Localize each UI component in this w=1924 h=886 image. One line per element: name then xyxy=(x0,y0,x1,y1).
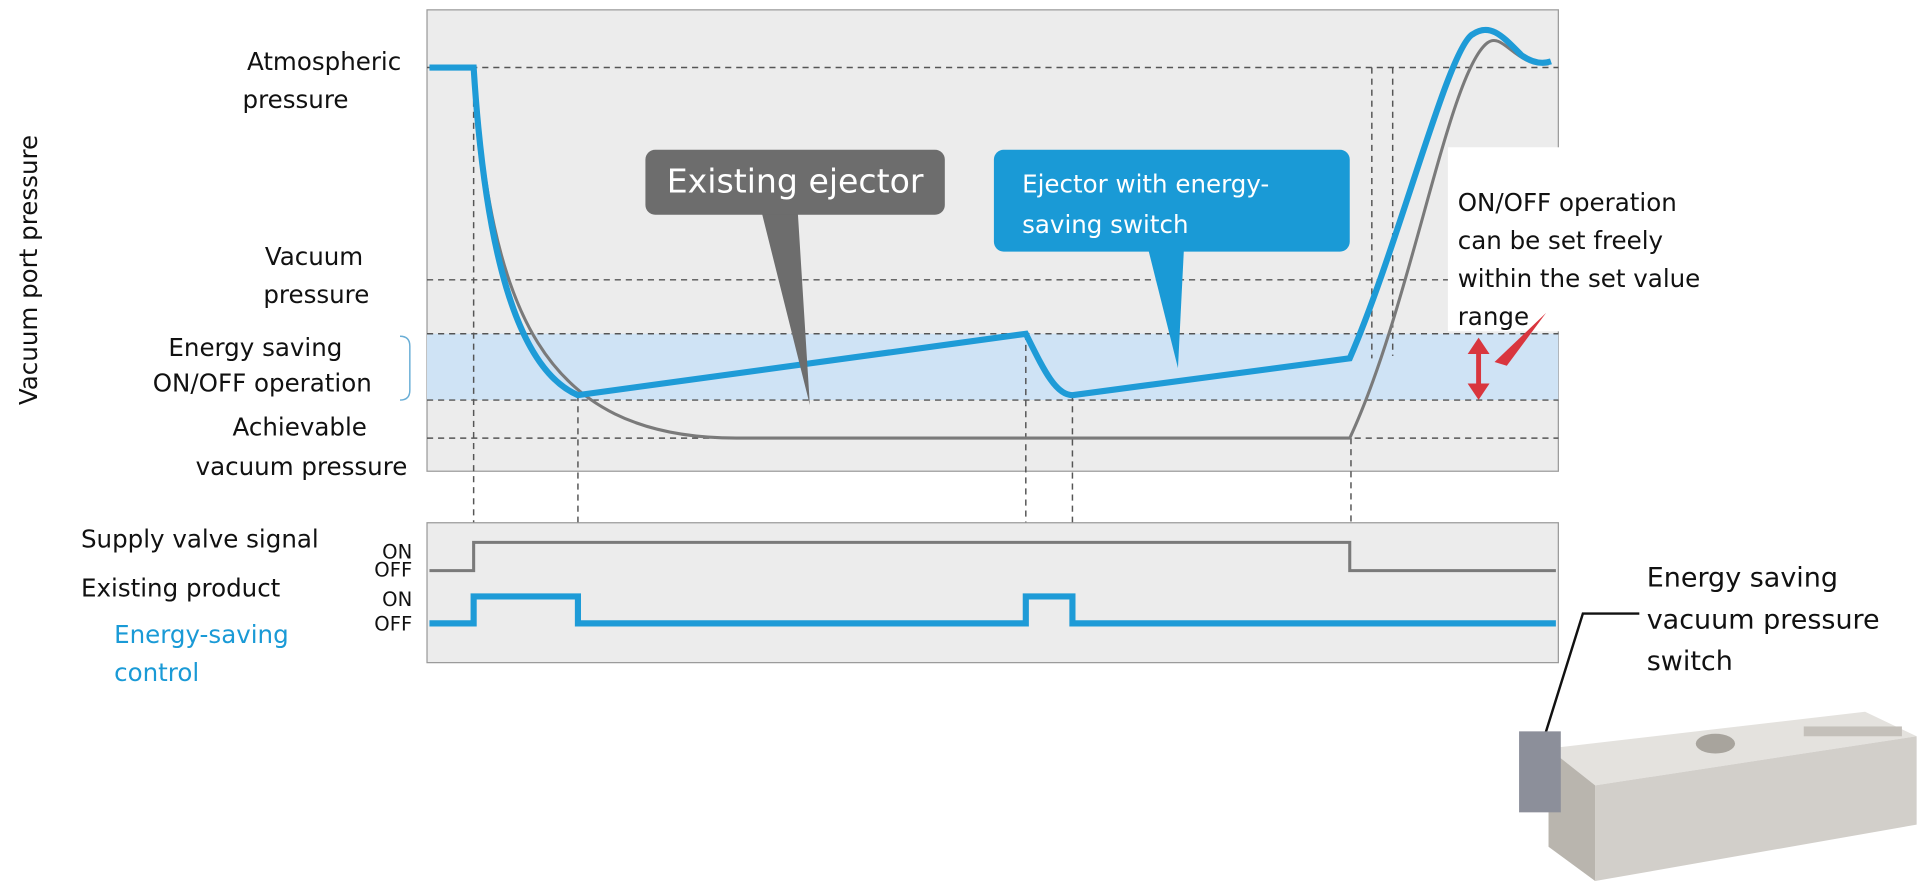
product-text: switch xyxy=(1647,646,1733,677)
supply-signal xyxy=(429,540,1556,573)
callout-pointer xyxy=(1147,245,1185,369)
product-text: vacuum pressure xyxy=(1647,604,1880,635)
signal-label: control xyxy=(114,658,199,687)
note-line: within the set value xyxy=(1458,264,1701,293)
range-arrow xyxy=(1467,337,1490,400)
note-box xyxy=(1447,147,1694,332)
existing-curve xyxy=(472,39,1549,440)
level-label: Vacuum xyxy=(265,242,363,271)
product-image xyxy=(1519,711,1917,882)
level-label: pressure xyxy=(243,85,349,114)
energy-curve xyxy=(429,26,1552,399)
signal-label: Supply valve signal xyxy=(81,524,319,553)
level-label: pressure xyxy=(263,280,369,309)
callout-text: Ejector with energy- xyxy=(1022,170,1269,199)
level-label: Achievable xyxy=(233,413,367,442)
state-label: OFF xyxy=(374,559,412,582)
callout-energy xyxy=(993,149,1350,252)
note-line: range xyxy=(1458,302,1529,331)
state-label: OFF xyxy=(374,613,412,636)
callout-existing xyxy=(645,149,945,215)
level-label: ON/OFF operation xyxy=(153,368,372,397)
y-axis-label: Vacuum port pressure xyxy=(14,135,43,405)
signal-label: Existing product xyxy=(81,573,281,602)
level-label: Atmospheric xyxy=(247,47,401,76)
level-label: vacuum pressure xyxy=(196,452,408,481)
callout-text: Existing ejector xyxy=(667,162,924,201)
note-line: ON/OFF operation xyxy=(1458,188,1677,217)
note-pointer xyxy=(1494,312,1547,366)
product-label: Energy saving vacuum pressure switch xyxy=(1647,563,1880,677)
level-label: Energy saving xyxy=(168,333,342,362)
signal-panel xyxy=(426,522,1559,664)
state-label: ON xyxy=(382,540,412,563)
product-text: Energy saving xyxy=(1647,563,1838,594)
state-label: ON xyxy=(382,588,412,611)
control-signal xyxy=(429,593,1556,627)
band-brace xyxy=(399,335,411,401)
level-labels: Atmospheric pressure Vacuum pressure Ene… xyxy=(153,47,408,481)
note-line: can be set freely xyxy=(1458,226,1663,255)
leader-line xyxy=(1538,612,1640,752)
callout-pointer xyxy=(760,208,810,405)
signal-label: Energy-saving xyxy=(114,620,289,649)
callout-text: saving switch xyxy=(1022,210,1188,239)
signal-labels: Supply valve signal Existing product Ene… xyxy=(81,524,412,687)
note: ON/OFF operation can be set freely withi… xyxy=(1458,188,1701,331)
